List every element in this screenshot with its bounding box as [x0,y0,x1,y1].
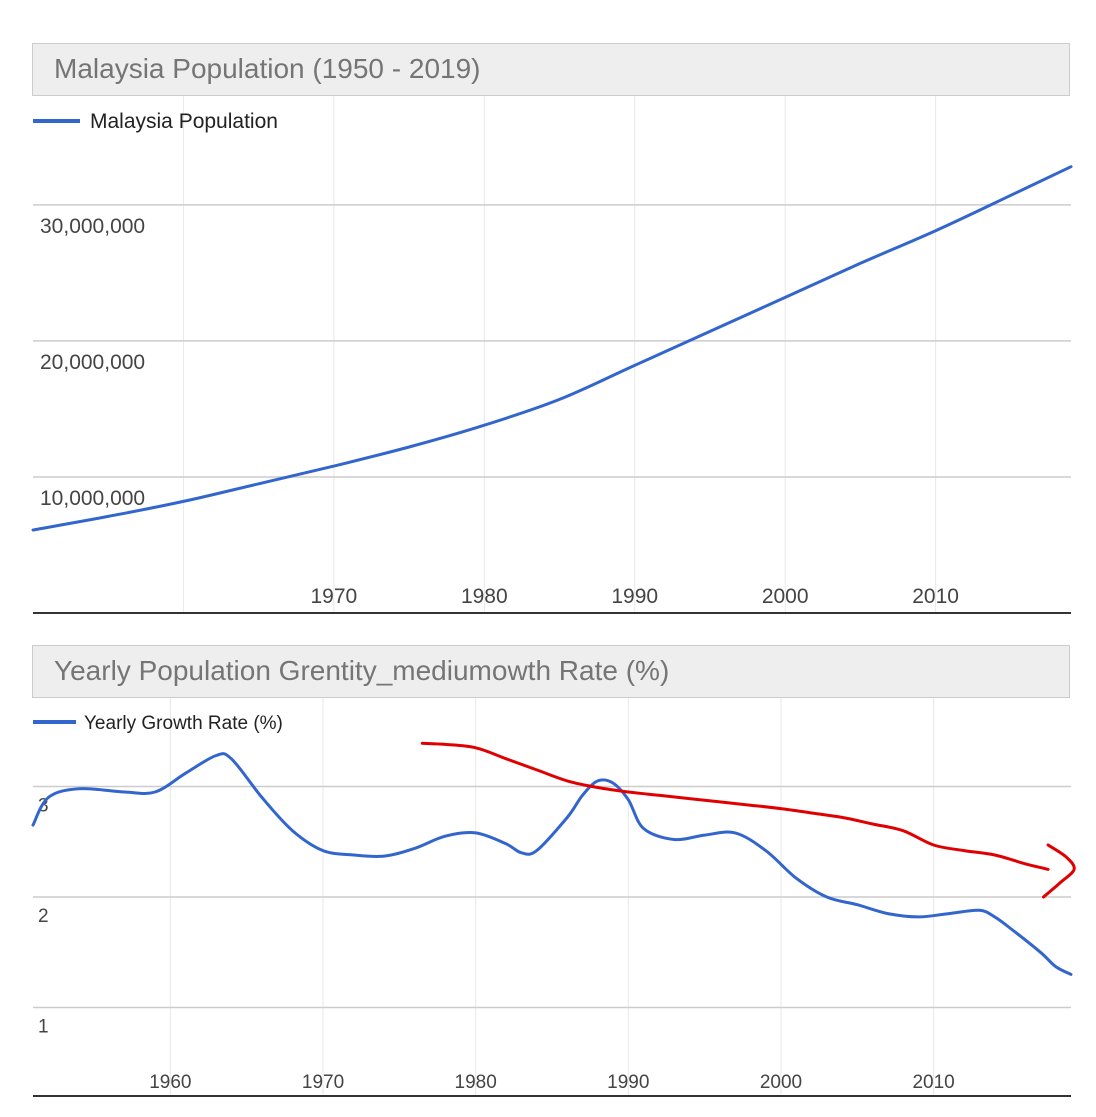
chart-2-x-tick-label: 2010 [912,1072,954,1093]
chart-1-legend-label: Malaysia Population [90,110,278,133]
annotation-red-arrowhead [1042,843,1076,899]
chart-2-y-tick-label: 2 [38,906,49,927]
chart-1-x-tick-label: 1980 [461,585,508,608]
chart-2-x-tick-label: 1970 [302,1072,344,1093]
chart-1-title: Malaysia Population (1950 - 2019) [32,43,1070,96]
chart-1-y-tick-label: 10,000,000 [40,487,145,510]
chart-1-x-tick-label: 2010 [912,585,959,608]
annotation-red-trend-line [420,741,1050,871]
chart-1-y-tick-label: 20,000,000 [40,351,145,374]
chart-1-x-tick-label: 1970 [311,585,358,608]
chart-2-legend-label: Yearly Growth Rate (%) [84,713,283,734]
chart-1-x-tick-label: 1990 [611,585,658,608]
chart-2-x-tick-label: 1990 [607,1072,649,1093]
chart-1-x-tick-label: 2000 [762,585,809,608]
chart-1-y-tick-label: 30,000,000 [40,215,145,238]
chart-1-series-line [31,165,1073,532]
chart-2-series-line [31,752,1073,976]
chart-2-x-tick-label: 1960 [149,1072,191,1093]
chart-2-y-tick-label: 1 [38,1017,49,1038]
chart-2-title: Yearly Population Grentity_mediumowth Ra… [32,645,1070,698]
chart-2-x-tick-label: 1980 [455,1072,497,1093]
chart-2-x-tick-label: 2000 [760,1072,802,1093]
